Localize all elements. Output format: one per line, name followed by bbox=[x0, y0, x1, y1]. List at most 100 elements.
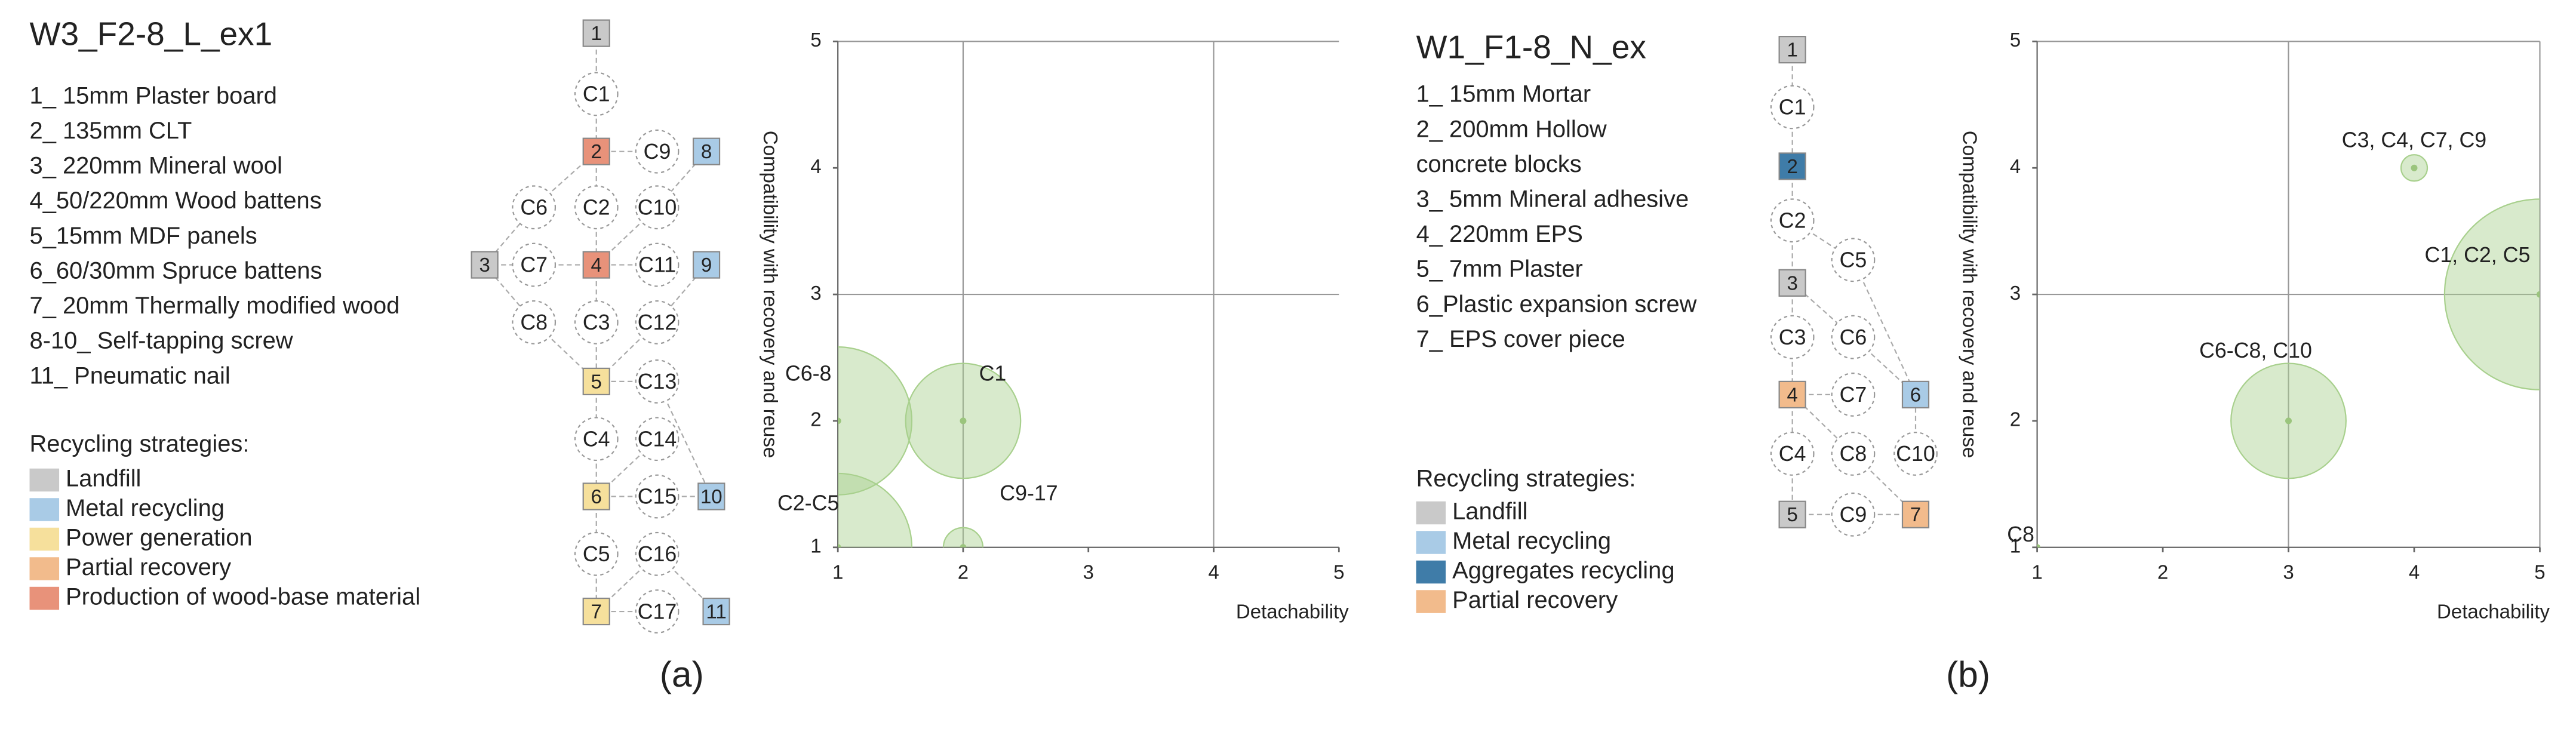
node-label: 6 bbox=[591, 485, 602, 508]
connection-node bbox=[512, 300, 557, 345]
bubbles bbox=[2037, 154, 2540, 548]
layer-label: 3_ 220mm Mineral wool bbox=[30, 153, 282, 179]
node-label: 1 bbox=[591, 22, 602, 44]
x-tick-label: 2 bbox=[2157, 561, 2168, 583]
node-label: C8 bbox=[1840, 442, 1867, 466]
connection-node bbox=[512, 185, 557, 230]
connection-node bbox=[1831, 315, 1876, 359]
legend-swatch bbox=[1416, 590, 1446, 613]
node-label: C11 bbox=[638, 253, 676, 277]
layer-node bbox=[697, 482, 726, 510]
legend-swatch bbox=[1416, 560, 1446, 584]
connection-node bbox=[574, 185, 619, 230]
node-label: 2 bbox=[591, 140, 602, 162]
layer-node bbox=[1901, 380, 1930, 409]
layer-node bbox=[1778, 36, 1806, 64]
layer-node bbox=[692, 137, 721, 165]
caption: (a) bbox=[660, 654, 704, 694]
bubble-label: C9-17 bbox=[1000, 481, 1058, 505]
node-label: C6 bbox=[1840, 325, 1867, 349]
connection-node bbox=[635, 589, 680, 633]
layer-node bbox=[582, 597, 610, 626]
y-tick-label: 5 bbox=[810, 29, 821, 51]
y-tick-label: 2 bbox=[810, 408, 821, 430]
node-label: 5 bbox=[1787, 503, 1797, 525]
y-tick-label: 2 bbox=[2010, 408, 2021, 430]
layer-node bbox=[1778, 500, 1806, 528]
layer-label: 4_50/220mm Wood battens bbox=[30, 187, 322, 214]
layer-node bbox=[582, 19, 610, 47]
layer-node bbox=[582, 482, 610, 510]
node-label: C4 bbox=[1779, 442, 1806, 466]
bubble-center bbox=[960, 544, 967, 548]
node-label: 4 bbox=[1787, 383, 1797, 405]
bubble-center bbox=[2285, 417, 2292, 425]
connector bbox=[1852, 259, 1916, 395]
bubble bbox=[838, 472, 913, 548]
x-tick-label: 1 bbox=[832, 561, 843, 583]
panel-title: W1_F1-8_N_ex bbox=[1416, 29, 1646, 66]
y-tick-label: 5 bbox=[2010, 29, 2021, 51]
x-tick-label: 5 bbox=[1333, 561, 1344, 583]
layer-label: 6_Plastic expansion screw bbox=[1416, 291, 1697, 317]
node-label: C8 bbox=[520, 310, 548, 334]
node-label: C2 bbox=[1779, 208, 1806, 232]
layer-node bbox=[582, 251, 610, 279]
legend-label: Production of wood-base material bbox=[66, 584, 420, 610]
x-tick-label: 4 bbox=[2409, 561, 2420, 583]
node-label: C10 bbox=[1896, 442, 1935, 466]
connection-node bbox=[635, 185, 680, 230]
layer-node bbox=[692, 251, 721, 279]
bubble-label: C6-C8, C10 bbox=[2199, 339, 2312, 362]
bubble-label: C1, C2, C5 bbox=[2425, 243, 2531, 267]
node-label: C15 bbox=[638, 485, 677, 509]
strategies-title: Recycling strategies: bbox=[30, 431, 250, 457]
node-label: 7 bbox=[1910, 503, 1921, 525]
caption: (b) bbox=[1946, 654, 1990, 694]
node-label: 6 bbox=[1910, 383, 1921, 405]
node-label: 3 bbox=[1787, 272, 1797, 294]
node-label: C13 bbox=[638, 370, 677, 393]
layer-node bbox=[1778, 380, 1806, 409]
connection-node bbox=[635, 531, 680, 576]
node-label: C4 bbox=[583, 427, 610, 451]
node-label: 4 bbox=[591, 254, 602, 276]
legend-label: Aggregates recycling bbox=[1452, 558, 1674, 584]
y-tick-label: 4 bbox=[810, 155, 821, 177]
node-label: 9 bbox=[701, 254, 712, 276]
node-label: C3 bbox=[1779, 325, 1806, 349]
layer-label: 1_ 15mm Plaster board bbox=[30, 82, 277, 109]
connection-node bbox=[1770, 432, 1815, 476]
node-label: 1 bbox=[1787, 39, 1797, 61]
node-label: C10 bbox=[638, 195, 677, 219]
connector bbox=[1852, 453, 1916, 515]
legend-swatch bbox=[29, 468, 60, 492]
connection-node bbox=[574, 72, 619, 116]
layer-node bbox=[1778, 269, 1806, 297]
node-label: C17 bbox=[638, 599, 677, 623]
bubble-label: C1 bbox=[979, 361, 1007, 385]
node-label: C16 bbox=[638, 542, 677, 566]
connection-node bbox=[1770, 315, 1815, 359]
bubble-center bbox=[960, 417, 967, 425]
connection-node bbox=[1831, 238, 1876, 282]
y-tick-label: 1 bbox=[810, 534, 821, 556]
node-label: 7 bbox=[591, 601, 602, 623]
legend-label: Metal recycling bbox=[66, 495, 225, 521]
y-axis-label: Compatibility with recovery and reuse bbox=[1959, 131, 1981, 458]
bubble-center bbox=[2536, 291, 2540, 298]
node-label: C2 bbox=[583, 195, 610, 219]
panel-title: W3_F2-8_L_ex1 bbox=[30, 16, 273, 53]
node-label: C3 bbox=[583, 310, 610, 334]
layer-label: 3_ 5mm Mineral adhesive bbox=[1416, 186, 1689, 213]
x-axis-label: Detachability bbox=[2437, 601, 2550, 623]
connection-node bbox=[1770, 198, 1815, 243]
bubbles bbox=[838, 346, 1022, 548]
layer-label: 5_15mm MDF panels bbox=[30, 223, 257, 249]
y-tick-label: 3 bbox=[2010, 282, 2021, 304]
legend-swatch bbox=[29, 498, 60, 521]
node-label: C9 bbox=[644, 140, 671, 164]
bubble-center bbox=[2037, 544, 2041, 548]
layer-label: 8-10_ Self-tapping screw bbox=[30, 328, 293, 354]
